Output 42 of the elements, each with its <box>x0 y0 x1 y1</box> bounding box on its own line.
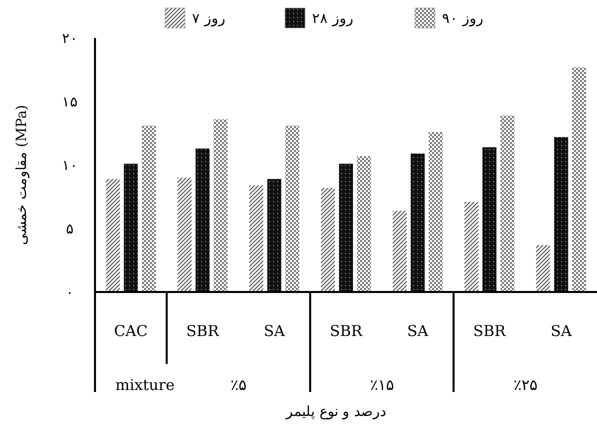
bar <box>392 210 407 292</box>
text: ٪۵ <box>230 376 246 394</box>
bar <box>142 126 156 292</box>
x-tick-label: SA <box>264 322 286 340</box>
bar <box>500 115 514 292</box>
x-tick-label: CAC <box>114 322 148 340</box>
text: mixture <box>115 376 175 394</box>
y-tick-label: ۱۵ <box>62 94 78 110</box>
y-tick-label: ۵ <box>66 222 74 238</box>
bar <box>410 154 425 292</box>
bar <box>554 137 568 292</box>
bar <box>357 156 371 292</box>
bar <box>124 164 138 292</box>
bar <box>339 164 353 292</box>
legend-label: ۷ روز <box>192 11 226 27</box>
bar <box>285 126 300 292</box>
y-tick-label: ۰ <box>66 285 74 301</box>
x-tick-label: SBR <box>186 322 220 340</box>
y-tick-label: ۲۰ <box>62 31 78 47</box>
bar <box>196 148 210 292</box>
y-axis-title: مقاومت خمشی (MPa) <box>14 104 30 246</box>
x-tick-label: SA <box>407 322 428 340</box>
x-tick-label: SBR <box>473 322 506 340</box>
bar <box>267 178 282 292</box>
x-tick-label: SA <box>550 322 572 340</box>
bar <box>536 245 550 292</box>
bar <box>214 119 228 292</box>
legend-label: ۹۰ روز <box>442 11 484 27</box>
bar <box>572 67 586 292</box>
x-axis-title: درصد و نوع پلیمر <box>284 404 386 420</box>
bar <box>482 147 496 292</box>
y-tick-label: ۱۰ <box>62 158 78 174</box>
bar <box>106 178 120 292</box>
bar <box>249 185 264 292</box>
bar <box>464 202 478 292</box>
legend-label: ۲۸ روز <box>312 11 354 27</box>
bar <box>321 188 335 292</box>
x-tick-label: SBR <box>330 322 363 340</box>
text: ٪۲۵ <box>513 376 538 394</box>
bar <box>178 178 192 292</box>
bar <box>428 132 443 292</box>
text: ٪۱۵ <box>370 376 394 394</box>
